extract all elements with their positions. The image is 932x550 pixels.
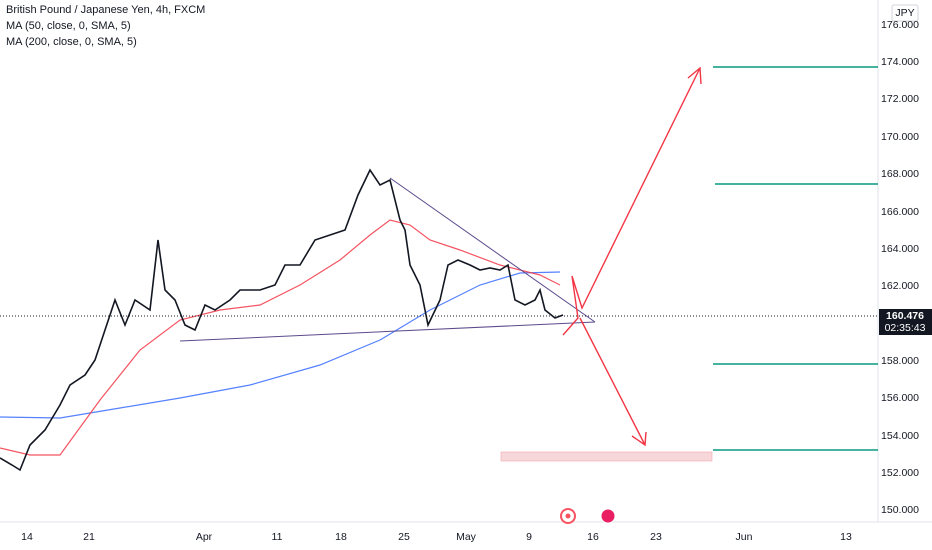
time-tick-label: 9	[526, 531, 532, 543]
time-tick-label: 25	[398, 531, 410, 543]
time-tick-label: 11	[272, 531, 283, 543]
triangle	[179, 177, 596, 342]
target-zone	[500, 451, 713, 462]
price-tick-label: 162.000	[881, 280, 919, 292]
price-tick-label: 156.000	[881, 392, 919, 404]
price-tick-label: 164.000	[881, 243, 919, 255]
flag-icon[interactable]	[600, 508, 616, 524]
time-tick-label: 23	[650, 531, 662, 543]
last-price: 160.476	[886, 310, 924, 322]
time-tick-label: Apr	[196, 531, 213, 543]
price-tick-label: 172.000	[881, 93, 919, 105]
indicator-legend: MA (200, close, 0, SMA, 5)	[6, 36, 137, 48]
currency-label: JPY	[895, 7, 914, 19]
price	[0, 168, 564, 472]
price-tick-label: 154.000	[881, 430, 919, 442]
time-tick-label: 21	[83, 531, 95, 543]
price-tick-label: 176.000	[881, 19, 919, 31]
price-tick-label: 170.000	[881, 131, 919, 143]
time-tick-label: May	[456, 531, 477, 543]
price-tick-label: 158.000	[881, 355, 919, 367]
price-tick-label: 168.000	[881, 168, 919, 180]
countdown: 02:35:43	[885, 322, 926, 334]
price-tick-label: 166.000	[881, 206, 919, 218]
last-price-badge	[879, 309, 932, 335]
time-tick-label: 16	[587, 531, 599, 543]
time-tick-label: 14	[21, 531, 33, 543]
time-tick-label: 13	[840, 531, 852, 543]
ma-50	[0, 219, 561, 456]
time-tick-label: Jun	[736, 531, 753, 543]
target-lines	[713, 66, 878, 451]
event-icon-dot	[565, 513, 571, 519]
price-tick-label: 152.000	[881, 467, 919, 479]
price-tick-label: 174.000	[881, 56, 919, 68]
indicator-legend: MA (50, close, 0, SMA, 5)	[6, 20, 131, 32]
ma-200	[0, 271, 561, 419]
chart-title: British Pound / Japanese Yen, 4h, FXCM	[6, 4, 205, 16]
projection-arrows	[562, 66, 702, 447]
currency-badge[interactable]	[891, 4, 919, 22]
price-tick-label: 150.000	[881, 504, 919, 516]
time-tick-label: 18	[335, 531, 347, 543]
